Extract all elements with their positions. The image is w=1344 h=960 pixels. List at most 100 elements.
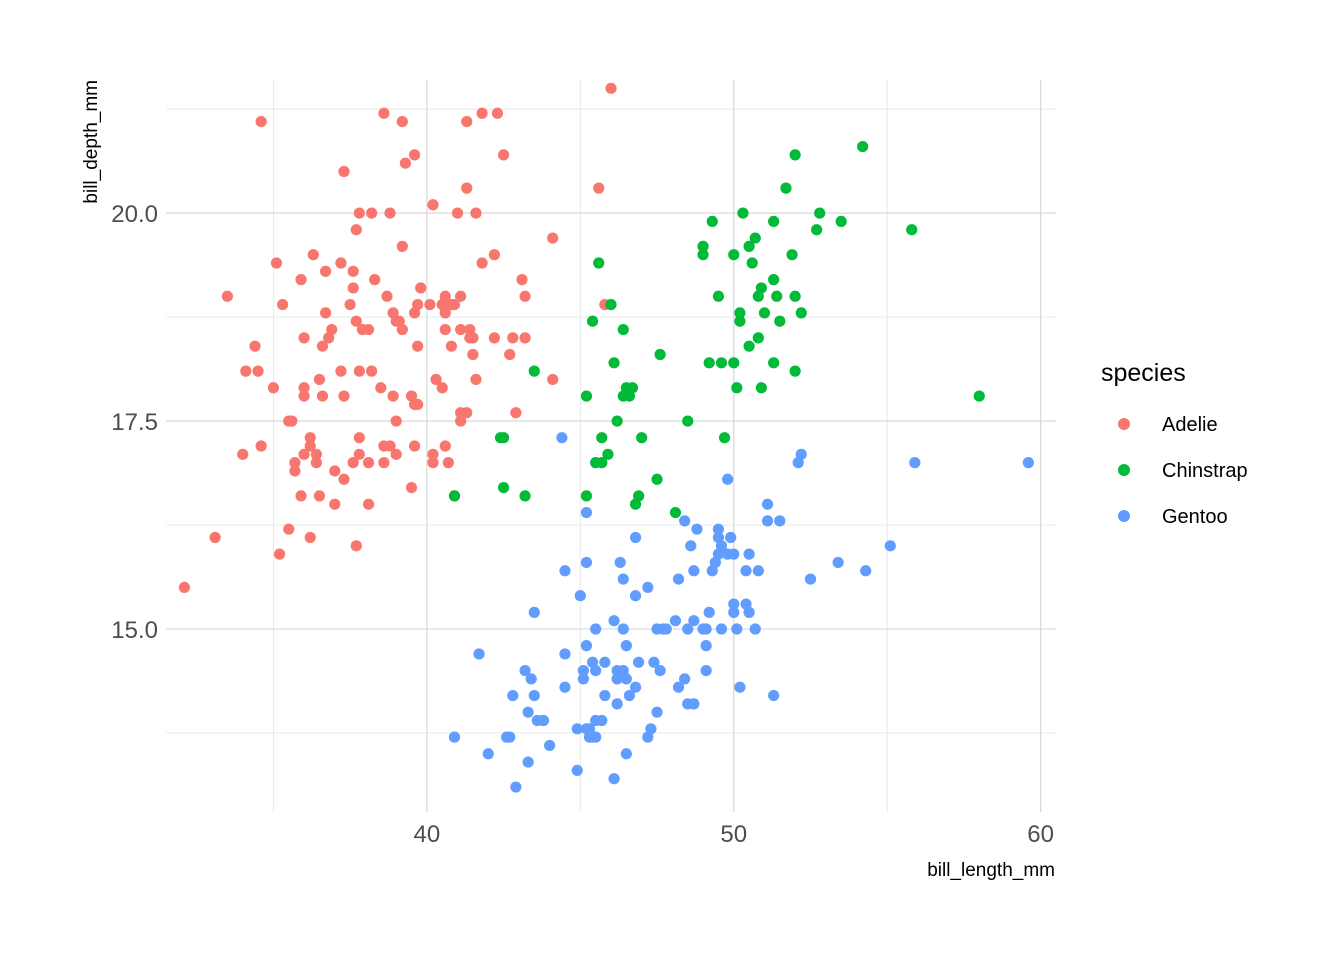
data-point xyxy=(304,531,316,544)
data-point xyxy=(522,706,534,718)
data-point xyxy=(335,257,347,269)
x-tick-label: 40 xyxy=(414,821,441,848)
data-point xyxy=(295,490,307,502)
data-point xyxy=(752,332,764,344)
data-point xyxy=(547,373,559,386)
data-point xyxy=(703,606,715,618)
data-point xyxy=(715,357,728,369)
data-point xyxy=(335,365,347,377)
data-point xyxy=(396,115,408,128)
data-point xyxy=(430,373,442,386)
data-point xyxy=(519,664,531,677)
data-point xyxy=(626,382,639,394)
data-point xyxy=(761,498,774,510)
data-point xyxy=(715,623,728,635)
data-point xyxy=(580,506,593,519)
data-point xyxy=(347,282,359,294)
data-point xyxy=(310,448,322,460)
data-point xyxy=(669,615,682,627)
data-point xyxy=(780,182,792,194)
data-point xyxy=(347,265,359,277)
data-point xyxy=(596,714,608,727)
data-point xyxy=(737,207,749,219)
data-point xyxy=(617,573,629,585)
data-point xyxy=(608,615,620,627)
data-point xyxy=(307,249,319,261)
data-point xyxy=(396,323,408,336)
data-point xyxy=(448,298,461,311)
data-point xyxy=(679,673,691,685)
data-point xyxy=(427,199,439,211)
data-point xyxy=(743,240,755,252)
data-point xyxy=(366,207,378,219)
y-tick-label: 15.0 xyxy=(111,617,158,644)
data-point xyxy=(722,473,734,485)
data-point xyxy=(795,448,807,460)
data-point xyxy=(602,448,614,460)
data-point xyxy=(596,432,608,444)
data-point xyxy=(703,357,715,369)
data-point xyxy=(412,340,424,352)
data-point xyxy=(731,382,743,394)
data-point xyxy=(789,290,801,302)
legend-swatch xyxy=(1118,418,1130,430)
data-point xyxy=(298,382,310,394)
data-point xyxy=(473,648,485,660)
data-point xyxy=(436,382,448,394)
data-point xyxy=(470,207,482,219)
data-point xyxy=(771,290,783,302)
data-point xyxy=(476,107,488,119)
data-point xyxy=(319,307,332,319)
legend-items: Adelie Chinstrap Gentoo xyxy=(1118,414,1248,528)
data-point xyxy=(338,473,350,485)
data-point xyxy=(718,432,731,444)
x-tick-label: 60 xyxy=(1027,821,1054,848)
data-point xyxy=(221,290,233,302)
data-point xyxy=(728,606,740,618)
data-point xyxy=(636,432,648,444)
data-point xyxy=(654,348,666,361)
data-point xyxy=(528,606,540,618)
data-point xyxy=(412,298,424,311)
data-point xyxy=(390,448,402,460)
data-point xyxy=(688,698,700,710)
data-point xyxy=(672,681,685,693)
data-point xyxy=(697,249,709,261)
data-point xyxy=(329,498,341,510)
data-point xyxy=(571,723,583,735)
data-point xyxy=(611,698,623,710)
data-point xyxy=(795,307,807,319)
data-point xyxy=(412,398,424,411)
data-point xyxy=(353,365,365,377)
data-point xyxy=(350,315,362,327)
data-point xyxy=(384,440,396,452)
data-point xyxy=(973,390,985,402)
data-point xyxy=(304,440,316,452)
major-gridlines-y xyxy=(166,212,1056,630)
data-point xyxy=(743,548,755,560)
data-point xyxy=(375,382,387,394)
data-point xyxy=(832,556,844,569)
data-point xyxy=(580,640,593,652)
data-point xyxy=(390,415,402,427)
data-point xyxy=(682,415,694,427)
data-point xyxy=(353,432,365,444)
data-point xyxy=(629,590,642,602)
data-point xyxy=(605,82,617,94)
data-point xyxy=(510,781,522,793)
data-point xyxy=(633,490,645,502)
data-point xyxy=(734,315,746,327)
data-point xyxy=(313,490,326,502)
data-point xyxy=(651,473,663,485)
data-point xyxy=(415,282,427,294)
data-point xyxy=(316,390,329,402)
data-point xyxy=(789,365,801,377)
data-point xyxy=(577,673,589,685)
data-point xyxy=(255,440,267,452)
data-point xyxy=(467,332,479,344)
data-point xyxy=(586,315,599,327)
data-point xyxy=(319,265,332,277)
data-point xyxy=(439,290,451,302)
data-point xyxy=(455,415,467,427)
data-point xyxy=(611,415,623,427)
